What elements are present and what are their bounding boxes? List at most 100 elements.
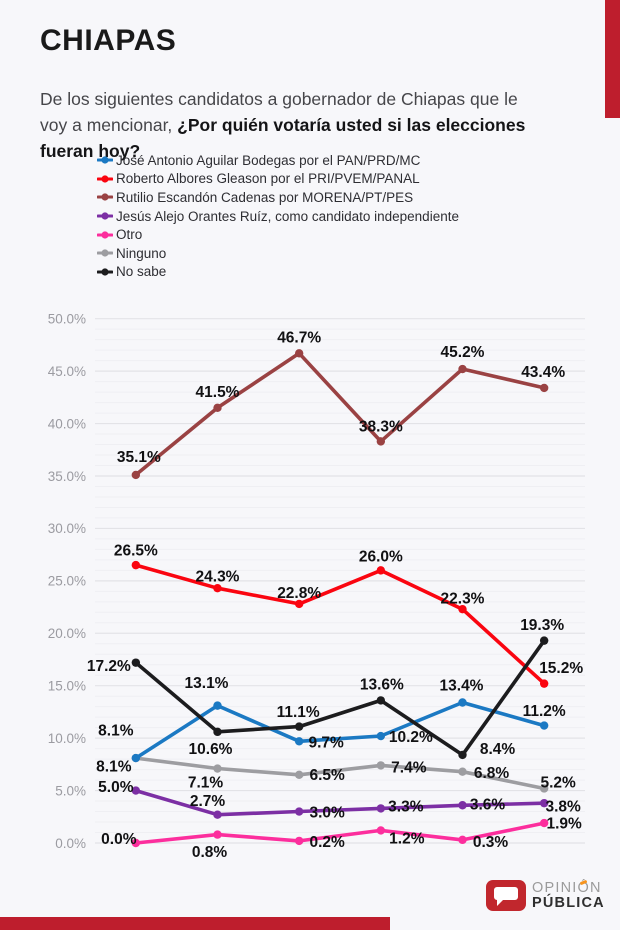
data-point [213, 583, 222, 593]
series-line [134, 563, 547, 686]
legend-marker-icon [97, 175, 113, 183]
speech-bubble-icon [486, 880, 526, 911]
data-point [131, 560, 141, 570]
data-point [294, 836, 304, 846]
data-point-label: 46.7% [277, 330, 321, 347]
legend-item-label: Roberto Albores Gleason por el PRI/PVEM/… [116, 171, 420, 187]
data-point-label: 11.1% [277, 704, 320, 721]
data-point [539, 721, 549, 730]
legend-item: Roberto Albores Gleason por el PRI/PVEM/… [97, 170, 459, 189]
data-point-label: 45.2% [441, 344, 485, 361]
data-point-label: 35.1% [117, 449, 161, 466]
data-point-label: 10.6% [189, 741, 233, 758]
data-point-label: 3.3% [388, 799, 424, 816]
legend-item: José Antonio Aguilar Bodegas por el PAN/… [97, 151, 459, 170]
data-point-label: 8.1% [96, 758, 132, 775]
data-point [294, 807, 304, 816]
top-right-accent-bar [605, 0, 620, 118]
series-line [134, 638, 547, 757]
data-point-label: 13.4% [440, 678, 484, 695]
y-axis-tick-label: 35.0% [48, 469, 86, 484]
legend-item-label: No sabe [116, 264, 167, 280]
series-line [134, 756, 547, 791]
legend-item: No sabe [97, 263, 459, 282]
data-point-label: 11.2% [523, 703, 566, 720]
data-point [458, 604, 467, 614]
data-point [376, 566, 386, 575]
y-axis-tick-label: 45.0% [48, 364, 86, 379]
data-point [213, 830, 222, 839]
data-point [458, 835, 467, 845]
data-point [376, 826, 386, 835]
data-point-label: 38.3% [359, 419, 403, 436]
data-point [131, 753, 141, 763]
data-point [213, 403, 222, 413]
data-point-label: 7.1% [188, 775, 224, 792]
data-point [131, 753, 141, 763]
series-line [134, 788, 547, 817]
data-point-label: 13.1% [185, 675, 229, 692]
data-point-label: 24.3% [196, 568, 240, 585]
data-point-label: 7.4% [391, 760, 427, 777]
data-point [458, 698, 467, 707]
data-point-label: 17.2% [87, 658, 131, 675]
series-line [134, 700, 547, 760]
data-point-label: 3.8% [545, 798, 581, 815]
legend-item-label: Otro [116, 227, 143, 243]
data-point [376, 804, 386, 813]
data-point [131, 658, 141, 667]
survey-question-intro: De los siguientes candidatos a gobernado… [40, 89, 518, 135]
y-axis-tick-label: 50.0% [48, 312, 86, 327]
data-point-label: 1.9% [546, 815, 582, 832]
data-point [539, 636, 549, 645]
data-point [539, 784, 549, 793]
data-point-label: 22.3% [441, 590, 485, 607]
data-point-label: 0.3% [473, 834, 509, 851]
data-point [376, 437, 386, 446]
legend-item: Rutilio Escandón Cadenas por MORENA/PT/P… [97, 188, 459, 207]
data-point [458, 801, 467, 810]
data-point-label: 6.5% [309, 767, 345, 784]
data-point-label: 0.2% [309, 834, 345, 851]
data-point-label: 6.8% [474, 765, 510, 782]
data-point-label: 9.7% [308, 734, 344, 751]
legend-marker-icon [97, 268, 113, 276]
data-point [539, 798, 549, 808]
data-point-label: 8.4% [480, 741, 516, 758]
data-point-label: 0.8% [192, 844, 228, 861]
brand-name-line1: OPINIÓ N [532, 879, 602, 896]
data-point-label: 19.3% [520, 617, 564, 634]
survey-question-emphasis: ¿Por quién votaría usted si las eleccion… [40, 115, 526, 161]
legend-marker-icon [97, 193, 113, 202]
bottom-left-accent-bar [0, 917, 390, 930]
data-point-label: 0.0% [101, 831, 137, 848]
data-point-label: 2.7% [190, 793, 226, 810]
data-point-label: 10.2% [389, 729, 433, 746]
data-point [213, 727, 222, 737]
data-point-label: 26.5% [114, 542, 158, 559]
series-line [134, 351, 547, 477]
legend-item-label: Jesús Alejo Orantes Ruíz, como candidato… [116, 208, 459, 224]
y-axis-tick-label: 10.0% [48, 731, 86, 746]
legend-item-label: Rutilio Escandón Cadenas por MORENA/PT/P… [116, 189, 414, 205]
data-point-label: 26.0% [359, 549, 403, 566]
data-point [294, 770, 304, 780]
y-axis-tick-label: 25.0% [48, 574, 86, 589]
data-point [458, 767, 467, 776]
data-point [131, 838, 141, 848]
data-point-label: 1.2% [389, 831, 425, 848]
data-point [131, 470, 141, 480]
legend-marker-icon [97, 156, 113, 164]
legend-item-label: José Antonio Aguilar Bodegas por el PAN/… [116, 152, 421, 168]
data-point [458, 364, 467, 374]
legend-item: Otro [97, 225, 459, 244]
y-axis-tick-label: 40.0% [48, 416, 86, 431]
data-point-label: 15.2% [539, 660, 583, 677]
y-axis-tick-label: 30.0% [48, 521, 86, 536]
brand-name-line2: PÚBLICA [532, 894, 605, 911]
page-title: CHIAPAS [40, 24, 177, 57]
brand-logo: OPINIÓ N PÚBLICA [486, 879, 605, 911]
series-line [134, 821, 547, 845]
legend-marker-icon [97, 212, 113, 220]
y-axis-tick-label: 5.0% [55, 783, 86, 798]
